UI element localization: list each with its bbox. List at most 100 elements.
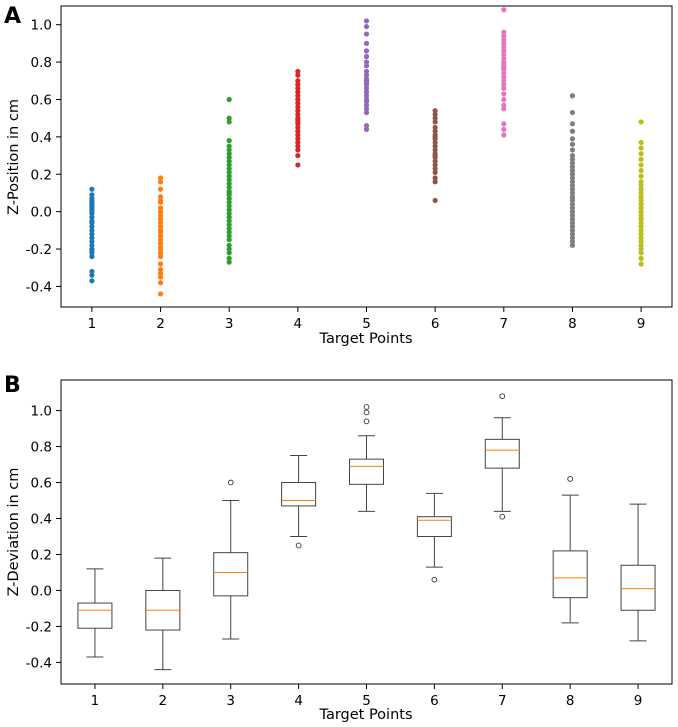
scatter-point: [638, 261, 644, 267]
scatter-point: [363, 81, 370, 88]
scatter-point: [295, 89, 301, 95]
scatter-point: [432, 147, 438, 153]
scatter-point: [226, 195, 232, 202]
scatter-point: [569, 93, 576, 99]
scatter-point: [157, 186, 164, 192]
scatter-point: [569, 175, 576, 181]
scatter-point: [157, 220, 164, 226]
panel-a-y-tick-label: 0.0: [31, 205, 52, 221]
scatter-point: [569, 156, 576, 162]
scatter-point: [363, 18, 370, 24]
panel-b-y-tick-label: -0.4: [26, 655, 52, 671]
scatter-point: [569, 242, 576, 248]
panel-a-x-tick-label: 3: [225, 316, 234, 332]
scatter-point: [157, 261, 164, 267]
scatter-point: [501, 132, 507, 138]
panel-b-y-tick-label: 0.4: [31, 512, 52, 528]
scatter-point: [363, 59, 370, 65]
scatter-point: [432, 197, 438, 204]
box-outlier: [227, 479, 234, 486]
scatter-point: [501, 102, 507, 108]
scatter-point: [363, 40, 370, 46]
scatter-point: [226, 233, 232, 239]
scatter-point: [432, 108, 438, 114]
scatter-point: [569, 186, 576, 192]
scatter-point: [432, 139, 438, 146]
scatter-point: [569, 205, 576, 211]
scatter-point: [363, 72, 370, 78]
panel-b-x-tick-label: 9: [634, 693, 643, 709]
scatter-point: [226, 203, 232, 209]
scatter-point: [569, 224, 576, 230]
panel-b-x-axis: 1 2 3 4 5 6 7 8 9: [91, 684, 643, 709]
scatter-point: [569, 209, 576, 215]
scatter-point: [638, 151, 644, 157]
box-outlier: [499, 513, 506, 520]
scatter-point: [432, 162, 438, 168]
scatter-point: [501, 66, 507, 73]
scatter-point: [638, 173, 644, 179]
scatter-point: [363, 48, 370, 54]
scatter-point: [295, 143, 301, 149]
scatter-point: [638, 227, 644, 233]
scatter-point: [432, 124, 438, 131]
scatter-point: [501, 33, 507, 39]
scatter-point: [501, 126, 507, 132]
scatter-point: [501, 106, 507, 112]
scatter-point: [363, 93, 370, 99]
box-body: [213, 552, 249, 597]
scatter-point: [432, 128, 438, 134]
scatter-point: [432, 166, 438, 172]
scatter-point: [226, 169, 232, 175]
scatter-point: [157, 280, 164, 286]
scatter-point: [638, 139, 644, 146]
scatter-point: [226, 154, 232, 161]
box-6: [416, 492, 452, 583]
scatter-point: [226, 166, 232, 172]
box-body: [620, 564, 656, 611]
box-body: [416, 516, 452, 537]
panel-a-y-tick-label: -0.4: [26, 279, 52, 295]
box-body: [552, 550, 588, 599]
scatter-point: [157, 175, 164, 181]
panel-b-y-tick-label: 0.6: [31, 476, 52, 492]
scatter-point: [569, 152, 576, 159]
scatter-point: [569, 109, 576, 116]
scatter-point: [638, 220, 644, 226]
scatter-point: [226, 119, 232, 125]
scatter-point: [157, 240, 164, 247]
scatter-point: [157, 270, 164, 276]
box-7: [484, 393, 520, 520]
panel-a-x-tick-label: 7: [500, 316, 509, 332]
scatter-point: [569, 190, 576, 196]
panel-b-y-axis: -0.4 -0.2 0.0 0.2 0.4 0.6 0.8 1.0: [26, 404, 61, 671]
scatter-point: [638, 190, 644, 196]
scatter-point: [501, 96, 507, 103]
scatter-point: [501, 78, 507, 84]
panel-b-x-tick-label: 5: [362, 693, 371, 709]
scatter-point: [363, 89, 370, 95]
scatter-point: [157, 250, 164, 256]
scatter-series-6: [432, 108, 438, 204]
scatter-point: [363, 109, 370, 116]
scatter-point: [363, 68, 370, 75]
box-1: [77, 568, 113, 658]
scatter-point: [295, 162, 301, 168]
scatter-point: [295, 81, 301, 88]
scatter-point: [569, 216, 576, 222]
scatter-point: [226, 225, 232, 232]
scatter-point: [638, 201, 644, 207]
scatter-point: [432, 175, 438, 181]
scatter-point: [638, 186, 644, 192]
scatter-point: [363, 106, 370, 112]
scatter-point: [157, 205, 164, 211]
scatter-point: [157, 179, 164, 185]
scatter-point: [432, 158, 438, 164]
scatter-point: [226, 210, 232, 217]
scatter-point: [638, 145, 644, 151]
scatter-point: [638, 197, 644, 204]
panel-b-y-tick-label: 1.0: [31, 404, 52, 420]
box-9: [620, 503, 656, 642]
scatter-point: [569, 136, 576, 142]
